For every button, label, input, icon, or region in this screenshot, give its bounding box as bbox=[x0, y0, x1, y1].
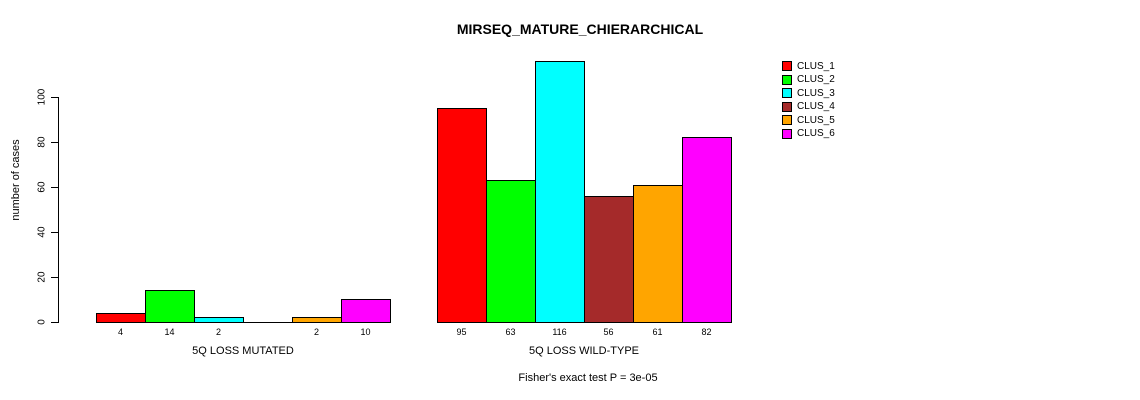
legend-row-clus_1: CLUS_1 bbox=[782, 60, 835, 72]
y-tick-label: 20 bbox=[36, 271, 48, 283]
chart-title: MIRSEQ_MATURE_CHIERARCHICAL bbox=[456, 21, 704, 37]
y-tick-label: 80 bbox=[36, 136, 48, 148]
bar-clus_3-group1 bbox=[194, 317, 244, 323]
bar-value-label: 4 bbox=[117, 327, 124, 337]
bar-clus_1-group2 bbox=[437, 108, 487, 323]
y-axis-line bbox=[58, 97, 59, 323]
y-tick-label: 0 bbox=[36, 319, 48, 325]
legend-swatch-clus_3 bbox=[782, 88, 792, 99]
x-group-label-mutated: 5Q LOSS MUTATED bbox=[192, 345, 294, 357]
bar-value-label: 116 bbox=[552, 327, 567, 337]
legend-swatch-clus_2 bbox=[782, 74, 792, 85]
bar-clus_2-group1 bbox=[145, 290, 195, 323]
y-tick-label: 40 bbox=[36, 226, 48, 238]
y-tick-mark bbox=[51, 97, 58, 98]
legend-label-clus_3: CLUS_3 bbox=[797, 87, 835, 99]
bar-value-label: 14 bbox=[164, 327, 175, 337]
bar-clus_3-group2 bbox=[535, 61, 585, 323]
y-tick-mark bbox=[51, 322, 58, 323]
legend-label-clus_6: CLUS_6 bbox=[797, 128, 835, 140]
legend-row-clus_3: CLUS_3 bbox=[782, 87, 835, 99]
legend-swatch-clus_4 bbox=[782, 101, 792, 112]
bar-clus_2-group2 bbox=[486, 180, 536, 323]
legend-swatch-clus_6 bbox=[782, 128, 792, 139]
y-tick-label: 100 bbox=[36, 88, 48, 106]
bar-value-label: 63 bbox=[505, 327, 516, 337]
bar-clus_5-group1 bbox=[292, 317, 342, 323]
legend-label-clus_1: CLUS_1 bbox=[797, 60, 835, 72]
y-tick-label: 60 bbox=[36, 181, 48, 193]
bar-clus_1-group1 bbox=[96, 313, 146, 323]
bar-clus_5-group2 bbox=[633, 185, 683, 323]
x-group-label-wild-type: 5Q LOSS WILD-TYPE bbox=[528, 345, 640, 357]
legend: CLUS_1 CLUS_2 CLUS_3 CLUS_4 CLUS_5 CLUS_6 bbox=[782, 61, 835, 143]
bar-value-label: 82 bbox=[701, 327, 712, 337]
bar-clus_4-group2 bbox=[584, 196, 634, 323]
bar-value-label: 2 bbox=[215, 327, 222, 337]
y-tick-mark bbox=[51, 277, 58, 278]
legend-row-clus_6: CLUS_6 bbox=[782, 128, 835, 140]
fisher-test-annotation: Fisher's exact test P = 3e-05 bbox=[518, 372, 658, 384]
bar-clus_6-group1 bbox=[341, 299, 391, 323]
legend-swatch-clus_5 bbox=[782, 115, 792, 126]
bar-clus_6-group2 bbox=[682, 137, 732, 323]
legend-row-clus_5: CLUS_5 bbox=[782, 114, 835, 126]
legend-label-clus_5: CLUS_5 bbox=[797, 114, 835, 126]
bar-value-label: 56 bbox=[603, 327, 614, 337]
y-axis-label: number of cases bbox=[10, 139, 22, 221]
y-tick-mark bbox=[51, 142, 58, 143]
y-tick-mark bbox=[51, 232, 58, 233]
bar-value-label: 61 bbox=[652, 327, 663, 337]
legend-label-clus_2: CLUS_2 bbox=[797, 74, 835, 86]
y-tick-mark bbox=[51, 187, 58, 188]
bar-value-label: 2 bbox=[313, 327, 320, 337]
legend-label-clus_4: CLUS_4 bbox=[797, 101, 835, 113]
legend-row-clus_2: CLUS_2 bbox=[782, 74, 835, 86]
bar-value-label: 10 bbox=[360, 327, 371, 337]
bar-value-label: 95 bbox=[456, 327, 467, 337]
legend-row-clus_4: CLUS_4 bbox=[782, 101, 835, 113]
legend-swatch-clus_1 bbox=[782, 61, 792, 71]
